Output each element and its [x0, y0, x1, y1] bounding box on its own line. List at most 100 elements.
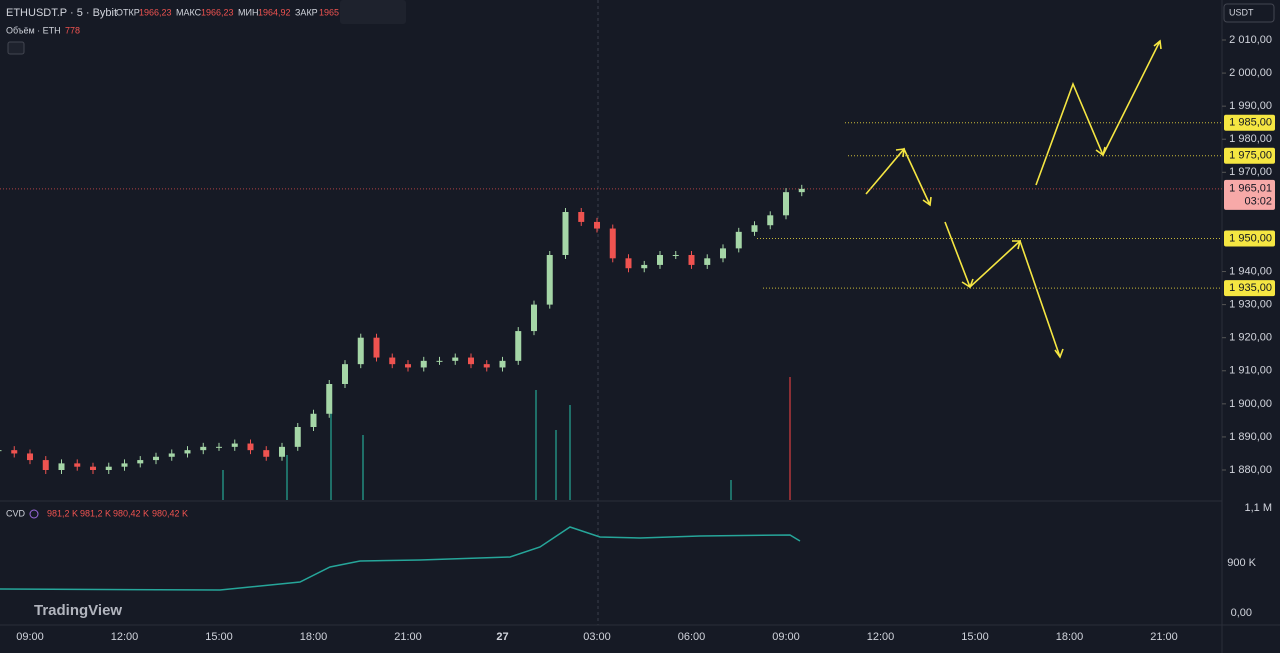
candle-body — [641, 264, 648, 269]
currency-button[interactable] — [1223, 3, 1275, 23]
currency: USDT — [1229, 7, 1254, 17]
candle-body — [294, 427, 301, 447]
candle-body — [42, 460, 49, 471]
candle-body — [90, 466, 96, 471]
price-tick-label: 1 900,00 — [1229, 398, 1272, 410]
label: ЗАКР — [295, 7, 318, 17]
price-tick-label: 2 010,00 — [1229, 34, 1272, 46]
level-box — [1224, 114, 1275, 131]
level-label: 1 985,00 — [1229, 117, 1272, 129]
candle-body — [342, 364, 348, 385]
value: 1965 — [319, 7, 339, 17]
time-tick-label: 12:00 — [867, 631, 895, 643]
time-tick-label: 21:00 — [1150, 631, 1178, 643]
value: 1966,23 — [201, 7, 234, 17]
candle-body — [357, 337, 364, 365]
level-label: 1 935,00 — [1229, 282, 1272, 294]
candle-body — [279, 446, 285, 457]
candle-body — [483, 364, 490, 368]
candle-body — [720, 248, 726, 259]
candle-body — [11, 450, 18, 454]
level-box — [1224, 280, 1275, 297]
candle-body — [767, 215, 774, 226]
time-tick-label: 06:00 — [678, 631, 706, 643]
candle-body — [562, 212, 569, 256]
price-tick-label: 2 000,00 — [1229, 67, 1272, 79]
cvd-axis-label: 0,00 — [1231, 607, 1252, 619]
collapse-button[interactable] — [7, 41, 25, 55]
cvd-line — [0, 526, 801, 591]
candle-body — [704, 258, 711, 265]
candle-body — [609, 228, 616, 259]
price-tick-label: 1 880,00 — [1229, 464, 1272, 476]
cvd-value: 981,2 K — [80, 508, 111, 518]
cvd-icon[interactable] — [29, 509, 39, 519]
time-tick-label: 21:00 — [394, 631, 422, 643]
candle-body — [798, 188, 805, 193]
candle-body — [405, 364, 411, 368]
candle-body — [326, 384, 333, 414]
candle-body — [200, 446, 207, 451]
cvd-label: CVD — [6, 508, 26, 518]
last-price-label: 1 965,01 — [1229, 183, 1272, 195]
price-tick-label: 1 890,00 — [1229, 431, 1272, 443]
price-tick-label: 1 980,00 — [1229, 133, 1272, 145]
candle-body — [594, 221, 600, 229]
candle-body — [137, 460, 144, 464]
countdown: 03:02 — [1244, 196, 1272, 208]
candle-body — [531, 304, 537, 332]
candle-body — [0, 450, 2, 452]
time-tick-label: 09:00 — [772, 631, 800, 643]
level-label: 1 950,00 — [1229, 232, 1272, 244]
candle-body — [452, 357, 459, 361]
candle-body — [105, 466, 112, 471]
candle-body — [625, 258, 632, 269]
cvd-axis-label: 1,1 M — [1244, 502, 1272, 514]
candle-body — [168, 453, 175, 457]
candle-body — [468, 357, 474, 365]
time-tick-label: 12:00 — [111, 631, 139, 643]
forecast-arrows — [865, 39, 1162, 359]
time-tick-label: 18:00 — [300, 631, 328, 643]
cvd-axis-label: 900 K — [1227, 557, 1256, 569]
cvd-value: 981,2 K — [47, 508, 78, 518]
candle-body — [578, 212, 585, 222]
time-tick-label: 15:00 — [205, 631, 233, 643]
volume-label: Объём · ETH — [6, 25, 61, 35]
time-tick-label: 03:00 — [583, 631, 611, 643]
value: 1964,92 — [258, 7, 291, 17]
candle-body — [672, 255, 679, 257]
price-tick-label: 1 990,00 — [1229, 100, 1272, 112]
candle-body — [121, 463, 128, 467]
candle-body — [657, 255, 663, 265]
time-tick-label: 27 — [496, 631, 508, 643]
price-tick-label: 1 920,00 — [1229, 332, 1272, 344]
candle-body — [420, 360, 427, 368]
branding: TradingView — [34, 602, 122, 619]
candle-body — [389, 357, 396, 365]
last-price-box — [1224, 179, 1275, 210]
toolbar[interactable] — [340, 0, 406, 24]
candle-body — [263, 450, 270, 457]
candle-body — [153, 456, 159, 461]
candle-body — [74, 463, 81, 467]
candle-body — [546, 255, 553, 305]
candle-body — [247, 443, 254, 451]
candle-body — [735, 231, 742, 249]
candle-body — [499, 360, 506, 368]
time-tick-label: 09:00 — [16, 631, 44, 643]
price-tick-label: 1 970,00 — [1229, 166, 1272, 178]
price-tick-label: 1 940,00 — [1229, 265, 1272, 277]
label: МИН — [238, 7, 258, 17]
candle-body — [688, 255, 695, 265]
cvd-value: 980,42 K — [113, 508, 149, 518]
cvd-value: 980,42 K — [152, 508, 188, 518]
candle-body — [783, 192, 789, 216]
candle-body — [27, 453, 33, 461]
label: МАКС — [176, 7, 202, 17]
candle-body — [751, 225, 758, 232]
candle-body — [436, 360, 443, 362]
level-label: 1 975,00 — [1229, 150, 1272, 162]
